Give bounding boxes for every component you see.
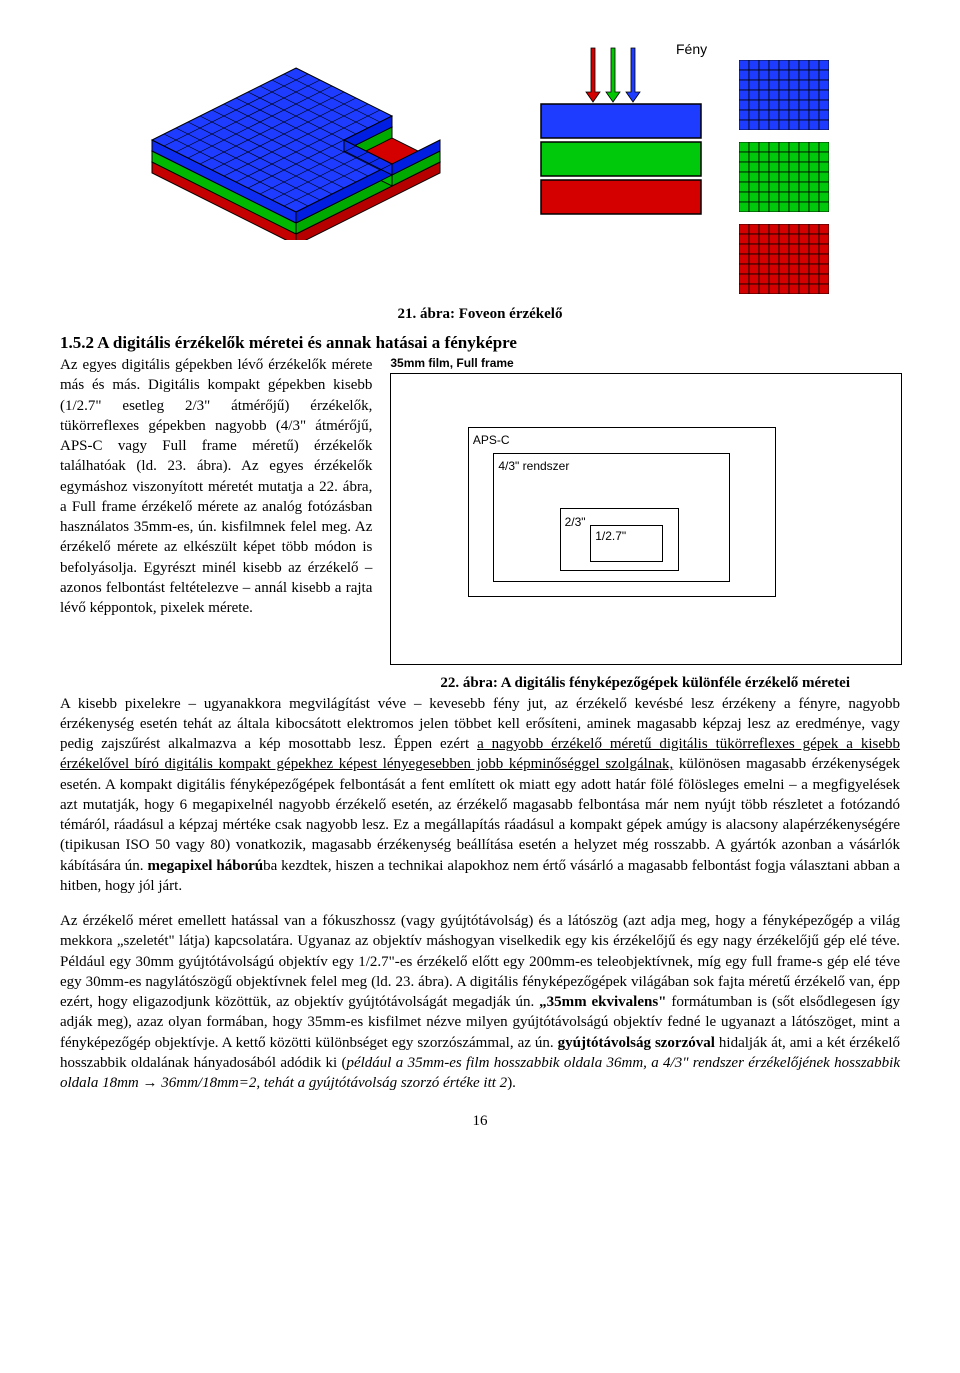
figure-21-caption: 21. ábra: Foveon érzékelő xyxy=(60,304,900,324)
p2-bold1: „35mm ekvivalens" xyxy=(539,994,666,1010)
twothirds-label: 2/3" xyxy=(565,514,586,530)
p2-bold2: gyújtótávolság szorzóval xyxy=(558,1035,715,1051)
figure-21: Fény xyxy=(60,40,900,294)
sensor-outer-label: 35mm film, Full frame xyxy=(390,355,900,371)
blue-grid xyxy=(739,60,829,130)
fourthirds-label: 4/3" rendszer xyxy=(498,458,569,474)
foveon-isometric-sensor xyxy=(131,40,461,240)
p1-b: különösen magasabb érzékenységek esetén.… xyxy=(60,756,900,873)
section-title: 1.5.2 A digitális érzékelők méretei és a… xyxy=(60,332,900,355)
rgb-grid-column xyxy=(739,60,829,294)
apsc-label: APS-C xyxy=(473,432,510,448)
sensor-size-diagram: APS-C 4/3" rendszer 2/3" 1/2.7" xyxy=(390,373,902,665)
main-paragraph-1: A kisebb pixelekre – ugyanakkora megvilá… xyxy=(60,694,900,897)
green-grid xyxy=(739,142,829,212)
svg-text:Fény: Fény xyxy=(676,41,707,57)
page-number: 16 xyxy=(60,1111,900,1131)
figure-22-caption: 22. ábra: A digitális fényképezőgépek kü… xyxy=(390,673,900,693)
p1-bold1: megapixel háború xyxy=(147,858,263,874)
p2-d: ). xyxy=(507,1075,516,1091)
main-paragraph-2: Az érzékelő méret emellett hatással van … xyxy=(60,911,900,1093)
foveon-layer-stack: Fény xyxy=(521,40,721,240)
left-column-text: Az egyes digitális gépekben lévő érzékel… xyxy=(60,355,372,618)
onetwoseven-label: 1/2.7" xyxy=(595,528,626,544)
red-grid xyxy=(739,224,829,294)
